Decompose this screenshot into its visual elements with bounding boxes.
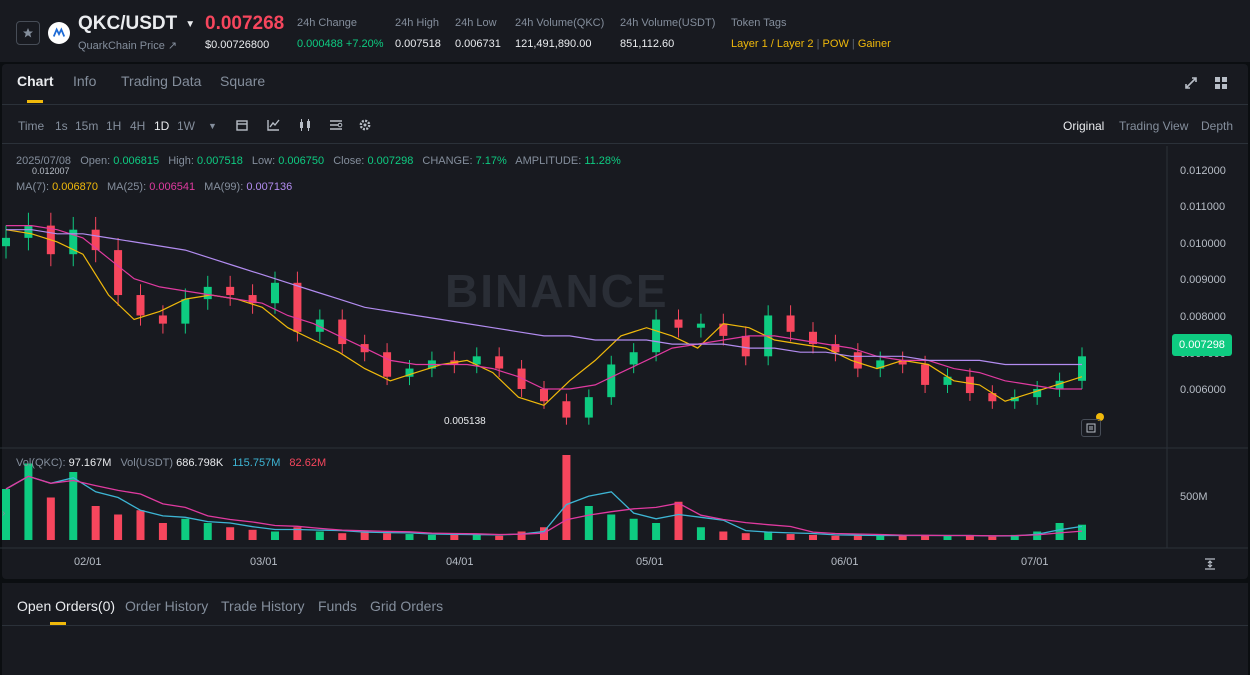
view-trading-view[interactable]: Trading View <box>1119 119 1189 133</box>
coin-price-link[interactable]: QuarkChain Price ↗ <box>78 40 178 52</box>
interval-1d[interactable]: 1D <box>154 119 170 133</box>
interval-1h[interactable]: 1H <box>106 119 122 133</box>
favorite-star-icon[interactable] <box>16 21 40 45</box>
chart-settings-list-icon[interactable] <box>329 119 343 134</box>
volume-tick: 500M <box>1180 491 1208 503</box>
chart-panel: Chart Info Trading Data Square Time 1s 1… <box>2 64 1248 579</box>
interval-1s[interactable]: 1s <box>55 119 68 133</box>
stat-24h-change: 24h Change 0.000488 +7.20% <box>297 17 384 50</box>
tag-layer[interactable]: Layer 1 / Layer 2 <box>731 38 814 50</box>
x-tick: 06/01 <box>831 556 859 568</box>
view-depth[interactable]: Depth <box>1201 119 1234 133</box>
ohlc-legend: 2025/07/08 Open: 0.006815 High: 0.007518… <box>16 155 621 167</box>
tab-open-orders[interactable]: Open Orders(0) <box>17 598 116 614</box>
x-tick: 03/01 <box>250 556 278 568</box>
chart-tabs: Chart Info Trading Data Square <box>2 64 1248 105</box>
y-tick: 0.009000 <box>1180 274 1226 286</box>
y-tick: 0.011000 <box>1180 201 1226 213</box>
token-tags: Token Tags Layer 1 / Layer 2 | POW | Gai… <box>731 17 891 50</box>
tag-pow[interactable]: POW <box>822 38 849 50</box>
expand-icon[interactable] <box>1184 76 1198 95</box>
last-price-tag: 0.007298 <box>1172 334 1232 356</box>
fit-screen-icon[interactable] <box>1204 557 1216 575</box>
view-original[interactable]: Original <box>1063 119 1105 133</box>
interval-15m[interactable]: 15m <box>75 119 99 133</box>
tag-gainer[interactable]: Gainer <box>857 38 891 50</box>
collapse-panel-chevron-icon[interactable]: › <box>2 508 6 519</box>
gear-icon[interactable] <box>359 119 371 134</box>
orders-tab-active-indicator <box>50 622 66 625</box>
pair-selector[interactable]: QKC/USDT ▼ <box>78 13 195 35</box>
calendar-icon[interactable] <box>236 119 248 134</box>
alert-bell-dot <box>1096 413 1104 421</box>
ma-legend: MA(7): 0.006870 MA(25): 0.006541 MA(99):… <box>16 181 293 193</box>
tab-funds[interactable]: Funds <box>318 598 357 614</box>
tab-chart[interactable]: Chart <box>17 73 54 89</box>
notes-icon[interactable] <box>1081 419 1101 437</box>
ticker-bar: QKC/USDT ▼ QuarkChain Price ↗ 0.007268 $… <box>0 0 1250 62</box>
orders-panel: Open Orders(0) Order History Trade Histo… <box>2 583 1248 675</box>
tab-order-history[interactable]: Order History <box>125 598 209 614</box>
interval-time[interactable]: Time <box>18 119 45 133</box>
tab-trade-history[interactable]: Trade History <box>221 598 305 614</box>
tab-info[interactable]: Info <box>73 73 97 89</box>
x-tick: 02/01 <box>74 556 102 568</box>
candle-type-icon[interactable] <box>298 119 312 134</box>
last-price: 0.007268 <box>205 13 285 34</box>
x-tick: 04/01 <box>446 556 474 568</box>
x-tick: 05/01 <box>636 556 664 568</box>
stat-24h-volume-usdt: 24h Volume(USDT) 851,112.60 <box>620 17 716 50</box>
stat-24h-high: 24h High 0.007518 <box>395 17 441 50</box>
indicators-icon[interactable] <box>267 119 280 134</box>
y-tick: 0.010000 <box>1180 238 1226 250</box>
volume-legend: Vol(QKC): 97.167M Vol(USDT) 686.798K 115… <box>16 457 327 469</box>
stat-24h-low: 24h Low 0.006731 <box>455 17 501 50</box>
layout-grid-icon[interactable] <box>1214 76 1228 95</box>
tab-active-indicator <box>27 100 43 103</box>
interval-1w[interactable]: 1W <box>177 119 195 133</box>
binance-watermark: BINANCE <box>445 265 669 317</box>
chevron-down-icon: ▼ <box>185 18 196 30</box>
y-tick: 0.012000 <box>1180 165 1226 177</box>
tab-square[interactable]: Square <box>220 73 266 89</box>
max-price-label: 0.012007 <box>32 166 70 176</box>
tab-grid-orders[interactable]: Grid Orders <box>370 598 444 614</box>
min-price-label: 0.005138 <box>444 416 486 427</box>
y-tick: 0.008000 <box>1180 311 1226 323</box>
tab-trading-data[interactable]: Trading Data <box>121 73 202 89</box>
stat-24h-volume-qkc: 24h Volume(QKC) 121,491,890.00 <box>515 17 605 50</box>
y-tick: 0.006000 <box>1180 384 1226 396</box>
qkc-logo-icon <box>48 22 70 44</box>
chart-toolbar: Time 1s 15m 1H 4H 1D 1W ▼ Original Tradi… <box>2 106 1248 144</box>
interval-4h[interactable]: 4H <box>130 119 146 133</box>
last-price-usd: $0.00726800 <box>205 39 270 51</box>
interval-more-chevron-icon[interactable]: ▼ <box>208 121 217 131</box>
x-tick: 07/01 <box>1021 556 1049 568</box>
pair-name: QKC/USDT <box>78 13 178 34</box>
